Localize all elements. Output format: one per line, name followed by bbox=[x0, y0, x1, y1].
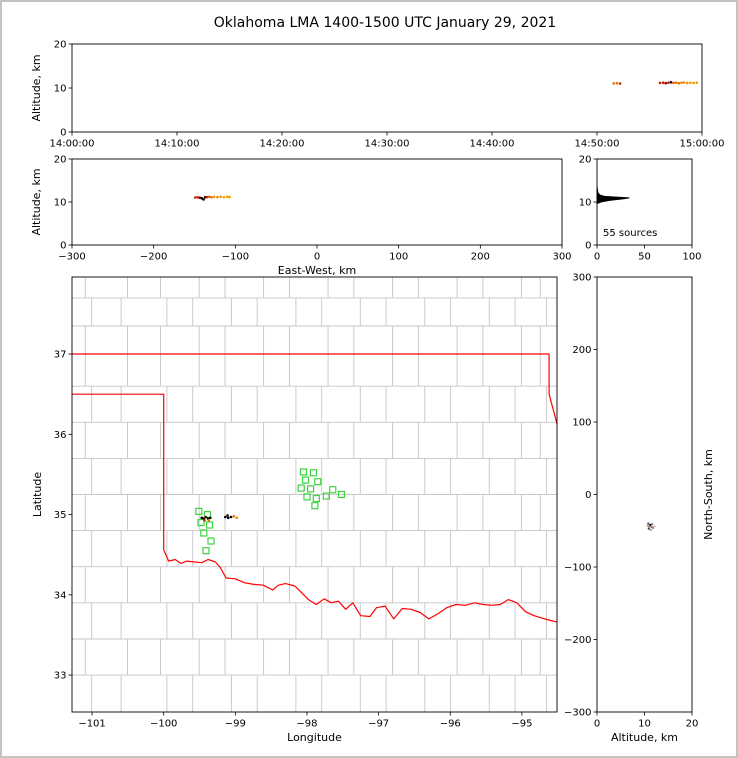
panel-frame bbox=[71, 43, 703, 133]
y-tick-label: 10 bbox=[579, 198, 592, 209]
y-tick-label: 0 bbox=[60, 128, 66, 139]
y-tick-label: 200 bbox=[572, 345, 591, 356]
y-tick-label: 20 bbox=[579, 155, 592, 166]
panel-ns-height: 0 10 20 300 200 100 0 −100 −200 −300 Altitude, km N… bbox=[564, 273, 715, 745]
lightning-sources bbox=[194, 195, 231, 201]
county-boundaries bbox=[72, 277, 557, 712]
y-tick-label: −200 bbox=[564, 635, 591, 646]
x-tick-label: 14:30:00 bbox=[365, 139, 410, 150]
x-tick-label: 200 bbox=[471, 252, 490, 263]
x-tick-label: 10 bbox=[638, 719, 651, 730]
x-axis-label: Longitude bbox=[287, 731, 342, 744]
y-tick-label: 35 bbox=[54, 510, 67, 521]
panel-frame bbox=[596, 276, 693, 713]
panel-frame bbox=[71, 276, 558, 713]
figure-title: Oklahoma LMA 1400-1500 UTC January 29, 2… bbox=[213, 15, 557, 31]
panel-map: −101 −100 −99 −98 −97 −96 −95 33 34 35 36 37 Longitu… bbox=[31, 276, 558, 744]
panel-ew-height: −300 −200 −100 0 100 200 300 0 10 20 East-West, km… bbox=[30, 155, 572, 278]
y-tick-label: 10 bbox=[54, 198, 67, 209]
x-tick-label: 14:00:00 bbox=[50, 139, 95, 150]
y-axis-label: Altitude, km bbox=[30, 168, 43, 235]
x-tick-label: −96 bbox=[440, 719, 461, 730]
y-tick-label: 0 bbox=[585, 241, 591, 252]
y-tick-label: 0 bbox=[585, 490, 591, 501]
x-tick-label: 14:10:00 bbox=[155, 139, 200, 150]
x-tick-label: −98 bbox=[296, 719, 317, 730]
x-tick-label: 14:40:00 bbox=[470, 139, 515, 150]
axis-ticks: 14:00:00 14:10:00 14:20:00 14:30:00 14:40:00… bbox=[50, 40, 725, 150]
source-count-label: 55 sources bbox=[603, 228, 657, 239]
y-tick-label: −100 bbox=[564, 563, 591, 574]
y-axis-label: Latitude bbox=[31, 472, 44, 518]
x-tick-label: −200 bbox=[140, 252, 167, 263]
lightning-sources bbox=[612, 81, 699, 85]
axis-ticks: 0 50 100 0 10 20 bbox=[579, 155, 702, 263]
y-axis-label-right: North-South, km bbox=[702, 449, 715, 540]
x-tick-label: 100 bbox=[389, 252, 408, 263]
x-tick-label: 0 bbox=[314, 252, 320, 263]
panel-frame bbox=[596, 158, 693, 246]
panel-alt-histogram: 0 50 100 0 10 20 55 sources bbox=[579, 155, 702, 263]
axis-ticks: −101 −100 −99 −98 −97 −96 −95 33 34 35 36 37 bbox=[54, 350, 533, 730]
x-tick-label: −97 bbox=[368, 719, 389, 730]
axis-ticks: −300 −200 −100 0 100 200 300 0 10 20 bbox=[54, 155, 572, 263]
y-tick-label: 34 bbox=[54, 590, 67, 601]
x-axis-label: Altitude, km bbox=[611, 731, 678, 744]
y-axis-label: Altitude, km bbox=[30, 54, 43, 121]
panel-time-height: 14:00:00 14:10:00 14:20:00 14:30:00 14:40:00… bbox=[30, 40, 724, 150]
x-tick-label: 50 bbox=[638, 252, 651, 263]
x-tick-label: −100 bbox=[222, 252, 249, 263]
y-tick-label: 37 bbox=[54, 350, 67, 361]
axis-ticks: 0 10 20 300 200 100 0 −100 −200 −300 bbox=[564, 273, 698, 730]
y-tick-label: −300 bbox=[564, 708, 591, 719]
x-tick-label: 14:20:00 bbox=[260, 139, 305, 150]
x-tick-label: 100 bbox=[682, 252, 701, 263]
x-tick-label: −99 bbox=[225, 719, 246, 730]
state-border bbox=[72, 353, 557, 623]
y-tick-label: 20 bbox=[54, 155, 67, 166]
y-tick-label: 10 bbox=[54, 84, 67, 95]
lightning-sources bbox=[200, 514, 239, 522]
x-tick-label: 300 bbox=[552, 252, 571, 263]
lightning-sources bbox=[646, 522, 656, 532]
panel-frame bbox=[71, 158, 563, 246]
y-tick-label: 33 bbox=[54, 671, 67, 682]
x-tick-label: 0 bbox=[594, 719, 600, 730]
y-tick-label: 36 bbox=[54, 430, 67, 441]
x-axis-label: East-West, km bbox=[278, 264, 356, 277]
x-tick-label: −101 bbox=[78, 719, 105, 730]
y-tick-label: 100 bbox=[572, 418, 591, 429]
y-tick-label: 0 bbox=[60, 241, 66, 252]
x-tick-label: 20 bbox=[686, 719, 699, 730]
lma-stations bbox=[195, 468, 345, 555]
y-tick-label: 20 bbox=[54, 40, 67, 51]
x-tick-label: 15:00:00 bbox=[680, 139, 725, 150]
histogram-profile bbox=[596, 186, 630, 205]
x-tick-label: 0 bbox=[594, 252, 600, 263]
y-tick-label: 300 bbox=[572, 273, 591, 284]
x-tick-label: 14:50:00 bbox=[575, 139, 620, 150]
x-tick-label: −300 bbox=[58, 252, 85, 263]
x-tick-label: −100 bbox=[150, 719, 177, 730]
x-tick-label: −95 bbox=[511, 719, 532, 730]
